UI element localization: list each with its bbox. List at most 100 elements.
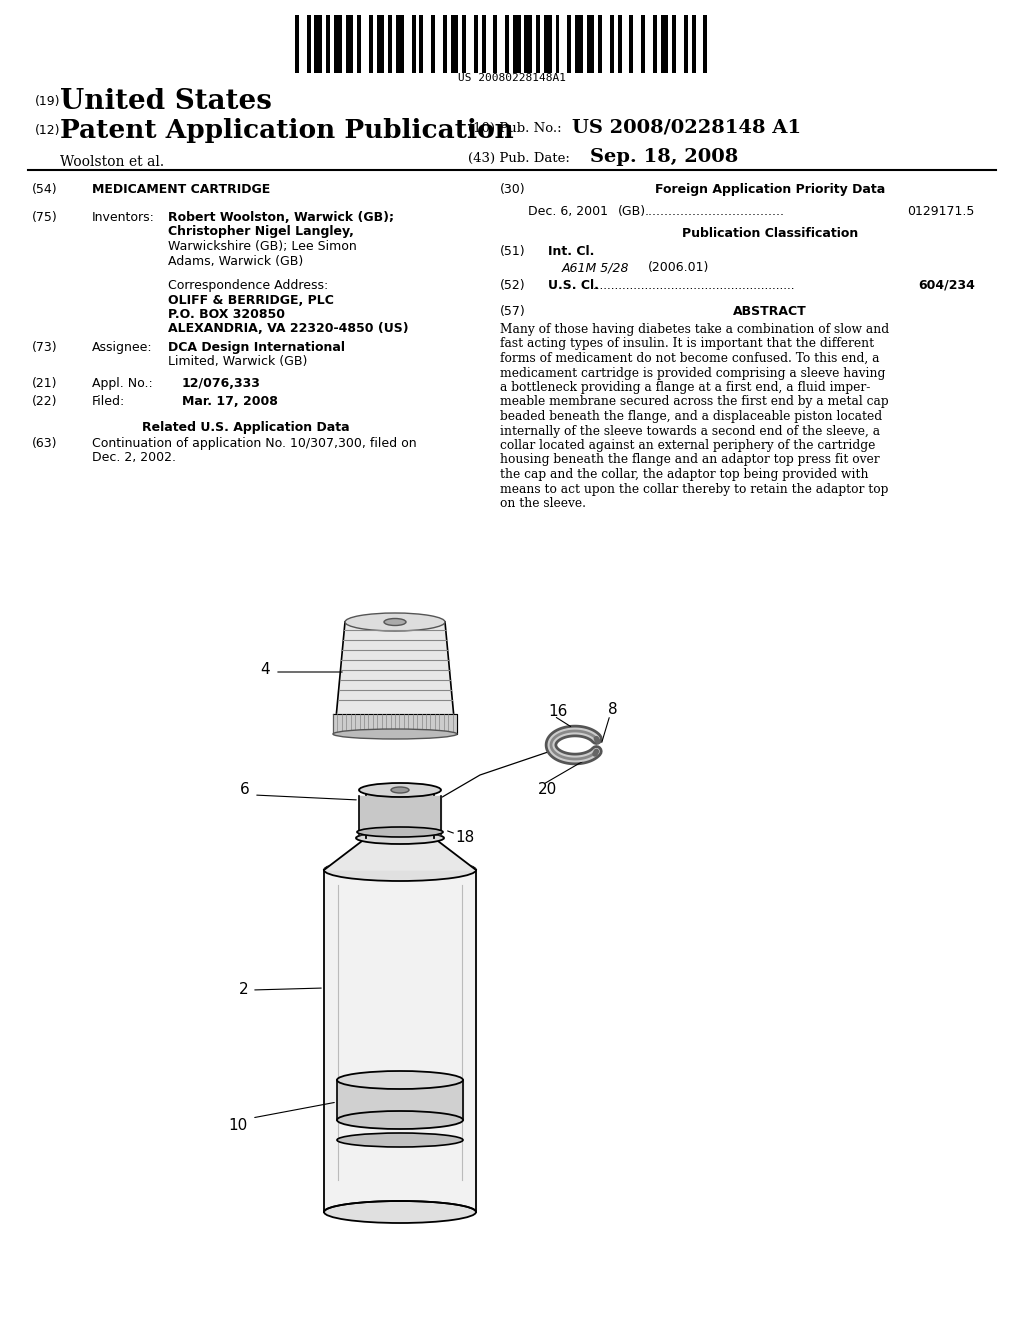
Bar (652, 15, 656, 73)
Ellipse shape (337, 1071, 463, 1089)
Text: (22): (22) (32, 395, 57, 408)
Text: Limited, Warwick (GB): Limited, Warwick (GB) (168, 355, 307, 368)
Text: 16: 16 (548, 705, 567, 719)
Bar (575, 15, 583, 73)
Text: Many of those having diabetes take a combination of slow and: Many of those having diabetes take a com… (500, 323, 889, 337)
Text: (63): (63) (32, 437, 57, 450)
Text: Warwickshire (GB); Lee Simon: Warwickshire (GB); Lee Simon (168, 240, 356, 253)
Polygon shape (324, 870, 476, 1210)
Text: (75): (75) (32, 211, 57, 224)
Text: 8: 8 (608, 702, 617, 718)
Bar (442, 15, 446, 73)
Bar (524, 15, 532, 73)
Text: United States: United States (60, 88, 272, 115)
Text: Dec. 6, 2001: Dec. 6, 2001 (528, 205, 608, 218)
Bar (412, 15, 416, 73)
Text: A61M 5/28: A61M 5/28 (562, 261, 630, 275)
Polygon shape (333, 714, 457, 734)
Text: MEDICAMENT CARTRIDGE: MEDICAMENT CARTRIDGE (92, 183, 270, 195)
Text: beaded beneath the flange, and a displaceable piston located: beaded beneath the flange, and a displac… (500, 411, 882, 422)
Bar (295, 15, 299, 73)
Bar (451, 15, 459, 73)
Text: ALEXANDRIA, VA 22320-4850 (US): ALEXANDRIA, VA 22320-4850 (US) (168, 322, 409, 335)
Text: ...................................: ................................... (645, 205, 785, 218)
Ellipse shape (391, 787, 409, 793)
Text: medicament cartridge is provided comprising a sleeve having: medicament cartridge is provided compris… (500, 367, 886, 380)
Text: (10) Pub. No.:: (10) Pub. No.: (468, 121, 561, 135)
Text: (52): (52) (500, 279, 525, 292)
Text: means to act upon the collar thereby to retain the adaptor top: means to act upon the collar thereby to … (500, 483, 889, 495)
Bar (703, 15, 708, 73)
Bar (556, 15, 559, 73)
Text: Related U.S. Application Data: Related U.S. Application Data (142, 421, 350, 434)
Text: (19): (19) (35, 95, 60, 108)
Bar (420, 15, 423, 73)
Text: the cap and the collar, the adaptor top being provided with: the cap and the collar, the adaptor top … (500, 469, 868, 480)
Bar (314, 15, 323, 73)
Bar (641, 15, 645, 73)
Text: ABSTRACT: ABSTRACT (733, 305, 807, 318)
Polygon shape (337, 1080, 463, 1119)
Bar (334, 15, 342, 73)
Text: DCA Design International: DCA Design International (168, 341, 345, 354)
Ellipse shape (384, 619, 406, 626)
Text: (43) Pub. Date:: (43) Pub. Date: (468, 152, 570, 165)
Ellipse shape (337, 1111, 463, 1129)
Bar (481, 15, 485, 73)
Text: internally of the sleeve towards a second end of the sleeve, a: internally of the sleeve towards a secon… (500, 425, 880, 437)
Text: OLIFF & BERRIDGE, PLC: OLIFF & BERRIDGE, PLC (168, 293, 334, 306)
Text: 10: 10 (228, 1118, 248, 1133)
Text: Continuation of application No. 10/307,300, filed on: Continuation of application No. 10/307,3… (92, 437, 417, 450)
Text: 20: 20 (538, 783, 557, 797)
Bar (306, 15, 310, 73)
Bar (431, 15, 435, 73)
Text: fast acting types of insulin. It is important that the different: fast acting types of insulin. It is impo… (500, 338, 874, 351)
Text: (12): (12) (35, 124, 60, 137)
Bar (587, 15, 595, 73)
Ellipse shape (324, 1201, 476, 1224)
Text: ......................................................: ........................................… (593, 279, 796, 292)
Text: Correspondence Address:: Correspondence Address: (168, 279, 329, 292)
Bar (537, 15, 540, 73)
Text: (21): (21) (32, 378, 57, 389)
Ellipse shape (359, 783, 441, 797)
Bar (672, 15, 676, 73)
Text: collar located against an external periphery of the cartridge: collar located against an external perip… (500, 440, 876, 451)
Text: (73): (73) (32, 341, 57, 354)
Bar (610, 15, 614, 73)
Bar (357, 15, 361, 73)
Text: US 2008/0228148 A1: US 2008/0228148 A1 (572, 117, 801, 136)
Text: (51): (51) (500, 246, 525, 257)
Bar (462, 15, 466, 73)
Text: (2006.01): (2006.01) (648, 261, 710, 275)
Text: Mar. 17, 2008: Mar. 17, 2008 (182, 395, 278, 408)
Text: Appl. No.:: Appl. No.: (92, 378, 153, 389)
Text: Assignee:: Assignee: (92, 341, 153, 354)
Text: (54): (54) (32, 183, 57, 195)
Text: Adams, Warwick (GB): Adams, Warwick (GB) (168, 255, 303, 268)
Bar (513, 15, 520, 73)
Text: P.O. BOX 320850: P.O. BOX 320850 (168, 308, 285, 321)
Ellipse shape (337, 1133, 463, 1147)
Bar (369, 15, 373, 73)
Text: meable membrane secured across the first end by a metal cap: meable membrane secured across the first… (500, 396, 889, 408)
Text: US 20080228148A1: US 20080228148A1 (458, 73, 566, 83)
Ellipse shape (333, 729, 457, 739)
Text: Filed:: Filed: (92, 395, 125, 408)
Bar (617, 15, 622, 73)
Text: Woolston et al.: Woolston et al. (60, 154, 164, 169)
Text: (GB): (GB) (618, 205, 646, 218)
Ellipse shape (357, 828, 443, 837)
Bar (494, 15, 498, 73)
Polygon shape (359, 796, 441, 834)
Text: 6: 6 (241, 783, 250, 797)
Text: housing beneath the flange and an adaptor top press fit over: housing beneath the flange and an adapto… (500, 454, 880, 466)
Text: 12/076,333: 12/076,333 (182, 378, 261, 389)
Text: Patent Application Publication: Patent Application Publication (60, 117, 514, 143)
Bar (505, 15, 509, 73)
Polygon shape (336, 622, 454, 718)
Text: Foreign Application Priority Data: Foreign Application Priority Data (655, 183, 885, 195)
Text: forms of medicament do not become confused. To this end, a: forms of medicament do not become confus… (500, 352, 880, 366)
Polygon shape (324, 838, 476, 870)
Text: Sep. 18, 2008: Sep. 18, 2008 (590, 148, 738, 166)
